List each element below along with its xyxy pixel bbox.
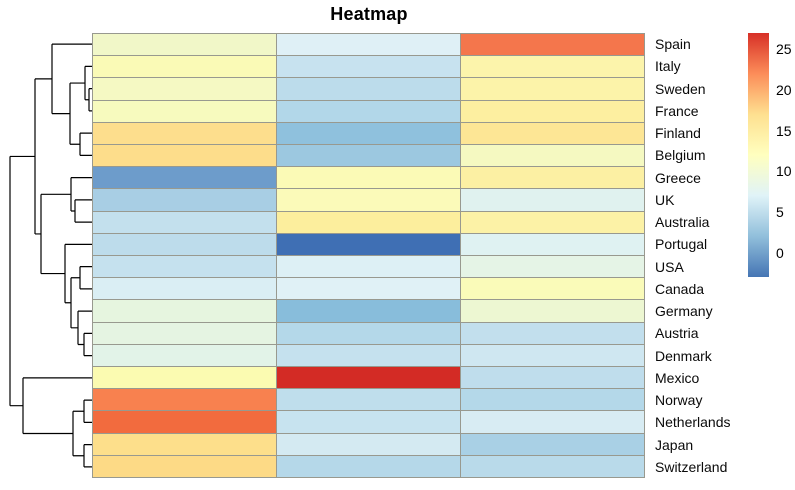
heatmap-cell	[461, 389, 644, 411]
chart-title: Heatmap	[330, 4, 408, 24]
heatmap-cell	[93, 167, 276, 189]
heatmap-cell	[277, 34, 460, 56]
heatmap-cell	[277, 189, 460, 211]
heatmap-cell	[93, 56, 276, 78]
legend-tick-label: 10	[776, 163, 792, 180]
heatmap-cell	[277, 455, 460, 477]
legend-tick-label: 15	[776, 122, 792, 139]
heatmap-cell	[93, 367, 276, 389]
heatmap-cell	[461, 233, 644, 255]
heatmap-cell	[461, 322, 644, 344]
heatmap-cell	[277, 145, 460, 167]
heatmap-cell	[93, 145, 276, 167]
row-label: Greece	[655, 169, 701, 186]
heatmap-cell	[461, 100, 644, 122]
row-label: France	[655, 102, 699, 119]
heatmap-cell	[461, 367, 644, 389]
heatmap-cell	[277, 78, 460, 100]
heatmap-cell	[277, 344, 460, 366]
heatmap-cell	[277, 56, 460, 78]
heatmap-cell	[277, 278, 460, 300]
heatmap-cell	[461, 211, 644, 233]
heatmap-cell	[277, 322, 460, 344]
heatmap-cell	[461, 411, 644, 433]
row-label: Germany	[655, 303, 713, 320]
heatmap-cell	[93, 122, 276, 144]
legend-tick-label: 20	[776, 81, 792, 98]
row-label: Netherlands	[655, 414, 731, 431]
heatmap-cell	[461, 455, 644, 477]
row-label: Belgium	[655, 147, 706, 164]
heatmap-cell	[277, 100, 460, 122]
row-label: UK	[655, 191, 675, 208]
heatmap-cell	[461, 278, 644, 300]
heatmap-cell	[93, 411, 276, 433]
legend-tick-label: 0	[776, 244, 784, 261]
heatmap-cell	[93, 389, 276, 411]
heatmap-cell	[277, 167, 460, 189]
heatmap-cell	[93, 300, 276, 322]
heatmap-cell	[461, 300, 644, 322]
row-label: Spain	[655, 36, 691, 53]
row-label: Australia	[655, 214, 710, 231]
heatmap-cell	[461, 189, 644, 211]
row-label: Switzerland	[655, 458, 728, 475]
heatmap-cell	[277, 300, 460, 322]
heatmap-cell	[461, 256, 644, 278]
heatmap-cell	[277, 433, 460, 455]
row-label: Denmark	[655, 347, 712, 364]
row-label: Austria	[655, 325, 699, 342]
heatmap-cell	[93, 78, 276, 100]
row-label: USA	[655, 258, 684, 275]
heatmap-cell	[93, 433, 276, 455]
heatmap-cell	[93, 34, 276, 56]
heatmap-cell	[277, 389, 460, 411]
heatmap-cell	[461, 56, 644, 78]
heatmap-cell	[461, 344, 644, 366]
row-label: Sweden	[655, 80, 706, 97]
heatmap-cell	[93, 100, 276, 122]
legend-tick-label: 5	[776, 203, 784, 220]
heatmap-cell	[277, 211, 460, 233]
heatmap-cell	[93, 189, 276, 211]
heatmap-cell	[277, 122, 460, 144]
row-label: Japan	[655, 436, 694, 453]
heatmap-cell	[277, 367, 460, 389]
legend-tick-label: 25	[776, 41, 792, 58]
heatmap-cell	[461, 145, 644, 167]
row-label: Finland	[655, 125, 701, 142]
heatmap-cell	[277, 411, 460, 433]
heatmap-cell	[277, 256, 460, 278]
row-label: Mexico	[655, 369, 700, 386]
row-label: Italy	[655, 58, 681, 75]
row-label: Canada	[655, 280, 705, 297]
heatmap-cell	[461, 433, 644, 455]
row-label: Norway	[655, 392, 703, 409]
heatmap-cell	[461, 167, 644, 189]
heatmap-grid	[92, 33, 645, 478]
heatmap-cell	[461, 78, 644, 100]
heatmap-cell	[93, 256, 276, 278]
heatmap-cell	[461, 122, 644, 144]
heatmap-cell	[93, 455, 276, 477]
heatmap-cell	[93, 278, 276, 300]
heatmap-cell	[93, 211, 276, 233]
row-label: Portugal	[655, 236, 708, 253]
heatmap-cell	[93, 322, 276, 344]
heatmap-cell	[461, 34, 644, 56]
heatmap-cell	[93, 233, 276, 255]
heatmap-cell	[93, 344, 276, 366]
heatmap-cell	[277, 233, 460, 255]
color-legend-bar	[748, 33, 769, 277]
